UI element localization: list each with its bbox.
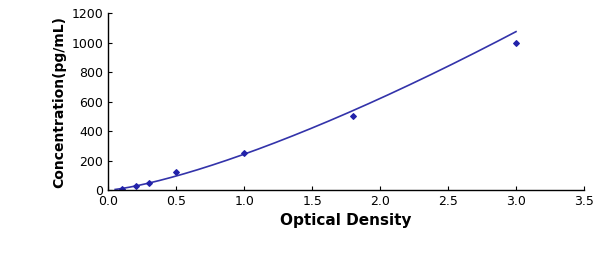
Y-axis label: Concentration(pg/mL): Concentration(pg/mL) — [52, 16, 66, 188]
X-axis label: Optical Density: Optical Density — [281, 214, 412, 229]
